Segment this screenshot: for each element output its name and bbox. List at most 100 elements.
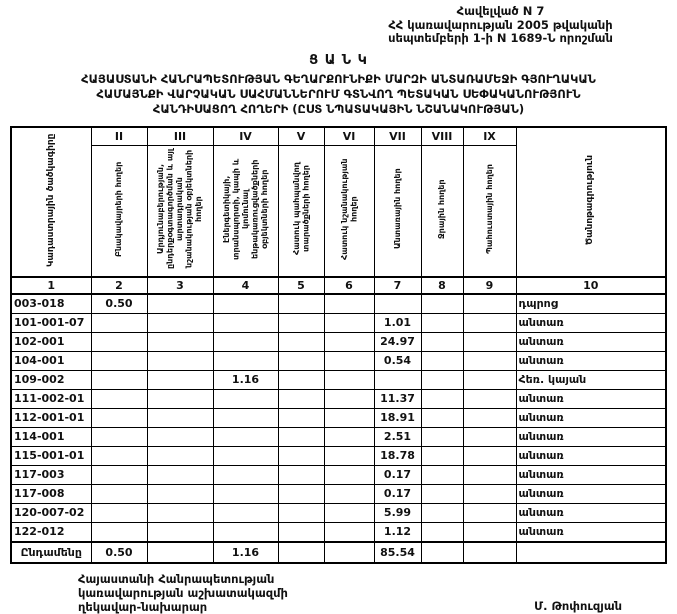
value-cell [212, 407, 279, 428]
category-header-label: Էներգետիկայի, տրանսպորտի, կապի և կոմունա… [221, 158, 269, 260]
value-cell [323, 426, 375, 447]
roman-numeral: IV [212, 126, 279, 146]
document-type-heading: Ց Ա Ն Կ [309, 52, 368, 68]
cadastral-code: 114-001 [10, 426, 92, 447]
title-line: ՀԱՄԱՅՆՔԻ ՎԱՐՉԱԿԱՆ ՍԱՀՄԱՆՆԵՐՈՒՄ ԳՏՆՎՈՂ ՊԵ… [96, 86, 581, 101]
value-cell [277, 445, 325, 466]
value-cell [323, 369, 375, 390]
value-cell [462, 388, 517, 409]
total-value-cell [462, 540, 517, 563]
value-cell [90, 388, 148, 409]
table-row: 104-001 0.54 անտառ [10, 350, 667, 371]
note-cell: անտառ [515, 502, 667, 523]
cadastral-code: 003-018 [10, 293, 92, 314]
value-cell [277, 293, 325, 314]
cadastral-code: 112-001-01 [10, 407, 92, 428]
note-cell: անտառ [515, 483, 667, 504]
category-header-label: Արդյունաբերության, ընդերքօգտագործման և ա… [156, 148, 204, 270]
table-row: 122-012 1.12 անտառ [10, 521, 667, 542]
annex-reference: Հավելված N 7 ՀՀ կառավարության 2005 թվակա… [328, 4, 673, 46]
title-line: ՀԱՅԱՍՏԱՆԻ ՀԱՆՐԱՊԵՏՈՒԹՅԱՆ ԳԵՂԱՐՔՈՒՆԻՔԻ ՄԱ… [81, 71, 596, 86]
annex-line: Հավելված N 7 [456, 4, 545, 18]
value-cell [323, 521, 375, 542]
value-cell [462, 312, 517, 333]
corner-header-cell: Կադաստրային ծածկագիրը [10, 126, 92, 277]
category-header-cell: Ջրային հողեր [420, 144, 464, 277]
value-cell [90, 521, 148, 542]
cadastral-code: 117-008 [10, 483, 92, 504]
value-cell [277, 388, 325, 409]
value-cell [323, 331, 375, 352]
value-cell [212, 426, 279, 447]
value-cell [146, 293, 214, 314]
value-cell [420, 312, 464, 333]
cadastral-code: 109-002 [10, 369, 92, 390]
category-header-row: Բնակավայրերի հողեր Արդյունաբերության, ըն… [11, 144, 666, 277]
value-cell [90, 369, 148, 390]
value-cell [90, 331, 148, 352]
note-cell: անտառ [515, 331, 667, 352]
table-row: 117-003 0.17 անտառ [10, 464, 667, 485]
value-cell [277, 350, 325, 371]
value-cell [90, 407, 148, 428]
value-cell [373, 369, 422, 390]
value-cell [462, 369, 517, 390]
note-cell: անտառ [515, 464, 667, 485]
value-cell [212, 293, 279, 314]
value-cell [323, 312, 375, 333]
annex-line: սեպտեմբերի 1-ի N 1689-Ն որոշման [388, 31, 613, 45]
category-header-cell: Բնակավայրերի հողեր [90, 144, 148, 277]
signatory-title-line: Հայաստանի Հանրապետության [78, 571, 275, 586]
value-cell [146, 350, 214, 371]
note-cell: անտառ [515, 312, 667, 333]
value-cell [462, 350, 517, 371]
value-cell [462, 502, 517, 523]
value-cell [420, 521, 464, 542]
column-number: 7 [373, 275, 422, 295]
signatory-name: Մ. Թոփուզյան [534, 598, 622, 613]
roman-numeral: V [277, 126, 325, 146]
category-header-cell: Հատուկ պահպանվող տարածքների հողեր [277, 144, 325, 277]
value-cell [146, 331, 214, 352]
roman-numeral: VII [373, 126, 422, 146]
total-value-cell [323, 540, 375, 563]
value-cell [323, 502, 375, 523]
value-cell [277, 369, 325, 390]
note-header-cell: Ծանոթագրություն [515, 126, 667, 277]
category-header-cell: Էներգետիկայի, տրանսպորտի, կապի և կոմունա… [212, 144, 279, 277]
value-cell [323, 407, 375, 428]
total-note-cell [515, 540, 667, 563]
value-cell [212, 521, 279, 542]
category-header-label: Պահուստային հողեր [484, 164, 494, 254]
value-cell [146, 312, 214, 333]
cadastral-code: 117-003 [10, 464, 92, 485]
note-cell: անտառ [515, 388, 667, 409]
category-header-cell: Պահուստային հողեր [462, 144, 517, 277]
value-cell [277, 426, 325, 447]
value-cell [146, 426, 214, 447]
value-cell [277, 483, 325, 504]
note-cell: անտառ [515, 350, 667, 371]
value-cell: 0.50 [90, 293, 148, 314]
footer: Հայաստանի Հանրապետության կառավարության ա… [78, 572, 622, 614]
table-row: 120-007-02 5.99 անտառ [10, 502, 667, 523]
value-cell [277, 331, 325, 352]
value-cell: 1.16 [212, 369, 279, 390]
total-label: Ընդամենը [10, 540, 92, 563]
value-cell [146, 388, 214, 409]
total-value-cell [277, 540, 325, 563]
value-cell [277, 521, 325, 542]
total-value-cell [146, 540, 214, 563]
value-cell [323, 445, 375, 466]
column-number: 5 [277, 275, 325, 295]
value-cell [212, 502, 279, 523]
annex-line: ՀՀ կառավարության 2005 թվականի [388, 17, 613, 32]
value-cell [323, 388, 375, 409]
table-row: 003-018 0.50 դպրոց [10, 293, 667, 314]
value-cell [323, 483, 375, 504]
value-cell [146, 464, 214, 485]
value-cell [462, 407, 517, 428]
value-cell [420, 502, 464, 523]
category-header-cell: Անտառային հողեր [373, 144, 422, 277]
category-header-label: Հատուկ պահպանվող տարածքների հողեր [291, 162, 311, 256]
